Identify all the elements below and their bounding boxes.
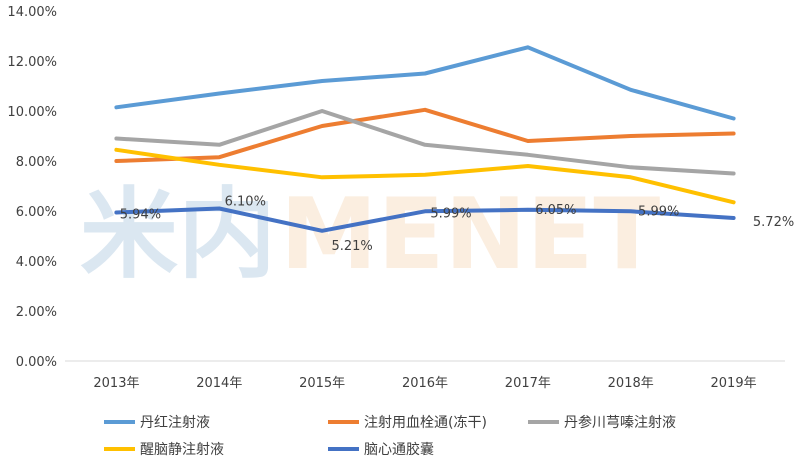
x-tick-label: 2018年 <box>608 376 654 391</box>
legend-label: 丹红注射液 <box>140 415 210 431</box>
legend-label: 注射用血栓通(冻干) <box>364 414 487 431</box>
x-tick-label: 2014年 <box>196 376 242 391</box>
series-line-3 <box>114 109 736 176</box>
x-tick-label: 2017年 <box>505 376 551 391</box>
x-tick-label: 2015年 <box>299 376 345 391</box>
y-tick-label: 14.00% <box>7 5 57 20</box>
y-tick-label: 10.00% <box>7 105 57 120</box>
data-labels: 5.94% 6.10% 5.21% 5.99% 6.05% 5.99% 5.72% <box>120 195 794 254</box>
data-label: 5.72% <box>753 215 794 230</box>
watermark-en-text: MENET <box>280 178 660 292</box>
data-label: 5.21% <box>331 239 372 254</box>
data-label: 6.05% <box>535 203 576 218</box>
y-tick-label: 8.00% <box>16 155 57 170</box>
series-line-4 <box>114 147 736 205</box>
x-axis: 2013年 2014年 2015年 2016年 2017年 2018年 2019年 <box>93 376 756 391</box>
watermark-cn-text: 米内 <box>80 178 276 292</box>
legend-label: 醒脑静注射液 <box>140 442 224 458</box>
menet-watermark: 米内 MENET <box>80 178 660 292</box>
data-label: 5.94% <box>120 208 161 223</box>
x-tick-label: 2019年 <box>711 376 757 391</box>
y-tick-label: 0.00% <box>16 355 57 370</box>
y-tick-label: 2.00% <box>16 305 57 320</box>
y-axis: 0.00% 2.00% 4.00% 6.00% 8.00% 10.00% 12.00% 14.… <box>7 5 57 370</box>
series-line-2 <box>114 107 736 163</box>
plot-area <box>114 45 736 233</box>
series-line-5 <box>114 206 736 233</box>
x-tick-label: 2013年 <box>93 376 139 391</box>
series-line-1 <box>114 45 736 121</box>
data-label: 5.99% <box>430 206 471 221</box>
y-tick-label: 6.00% <box>16 205 57 220</box>
data-label: 5.99% <box>638 204 679 219</box>
data-label: 6.10% <box>225 195 266 210</box>
y-tick-label: 12.00% <box>7 55 57 70</box>
legend-label: 丹参川芎嗪注射液 <box>564 414 676 431</box>
y-tick-label: 4.00% <box>16 255 57 270</box>
x-tick-label: 2016年 <box>402 376 448 391</box>
legend-label: 脑心通胶囊 <box>364 441 434 458</box>
